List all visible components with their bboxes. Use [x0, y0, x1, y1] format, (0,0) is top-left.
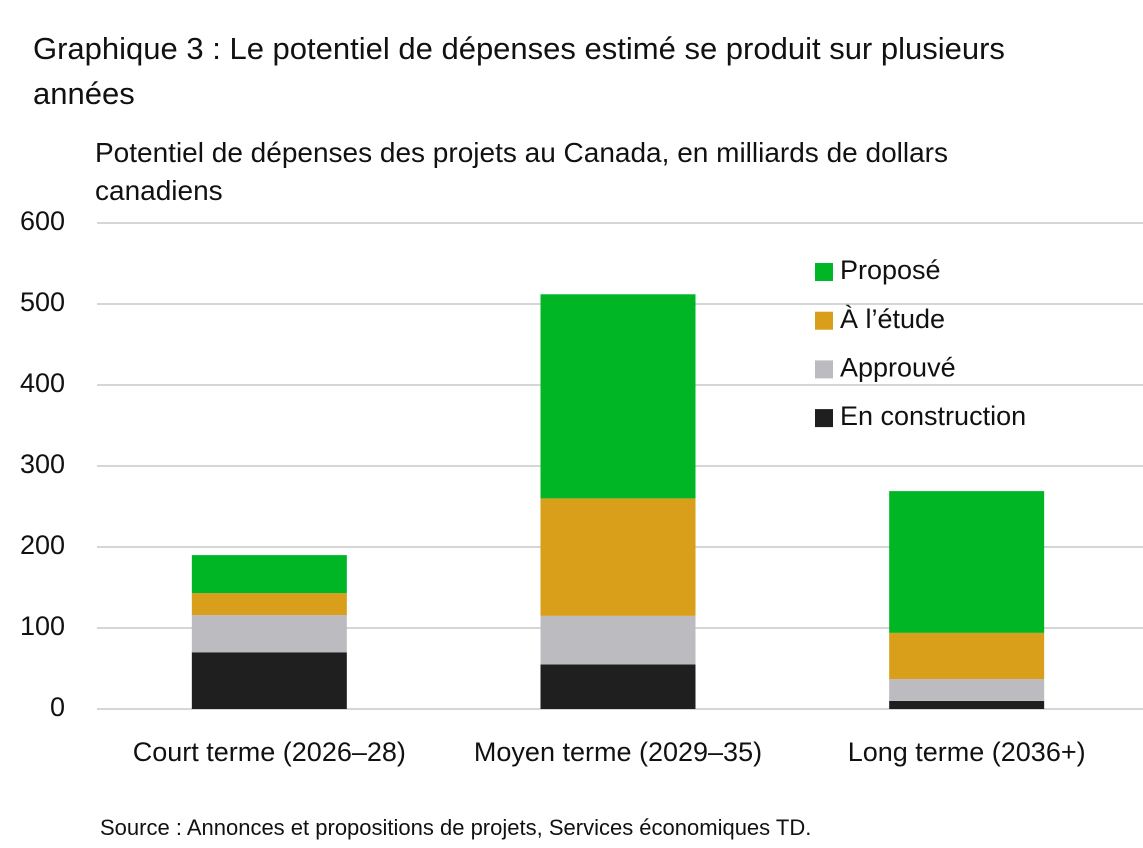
y-tick-label: 300	[20, 449, 65, 479]
chart-title: Graphique 3 : Le potentiel de dépenses e…	[33, 31, 1005, 111]
bar-segment	[889, 679, 1045, 701]
bar-segment	[889, 632, 1045, 680]
bar-segment	[191, 652, 347, 709]
bar-segment	[540, 498, 696, 616]
bar-segment	[540, 294, 696, 499]
bar-segment	[540, 664, 696, 709]
bar-segment	[191, 555, 347, 594]
y-tick-label: 200	[20, 530, 65, 560]
y-tick-label: 100	[20, 611, 65, 641]
y-tick-label: 500	[20, 287, 65, 317]
bar-segment	[191, 615, 347, 653]
legend-swatch	[815, 311, 833, 330]
bar-segment	[191, 593, 347, 616]
y-tick-label: 400	[20, 368, 65, 398]
bar-segment	[889, 700, 1045, 709]
x-tick-label: Moyen terme (2029–35)	[474, 737, 762, 767]
legend-swatch	[815, 263, 833, 281]
legend-label: En construction	[840, 401, 1026, 431]
y-tick-label: 0	[50, 692, 65, 722]
legend-swatch	[815, 409, 833, 428]
bar-segment	[889, 491, 1045, 633]
legend-label: Approuvé	[840, 353, 956, 383]
legend-label: À l’étude	[840, 304, 945, 334]
legend-swatch	[815, 360, 833, 379]
chart: 0 100 200 300 400 500 600 Court terme (2026–28)…	[20, 206, 1143, 767]
chart-subtitle: Potentiel de dépenses des projets au Can…	[95, 137, 948, 206]
bar-segment	[540, 615, 696, 665]
y-tick-label: 600	[20, 206, 65, 236]
x-tick-label: Court terme (2026–28)	[133, 737, 406, 767]
legend-label: Proposé	[840, 255, 941, 285]
x-tick-label: Long terme (2036+)	[848, 737, 1086, 767]
source-note: Source : Annonces et propositions de pro…	[100, 815, 812, 840]
